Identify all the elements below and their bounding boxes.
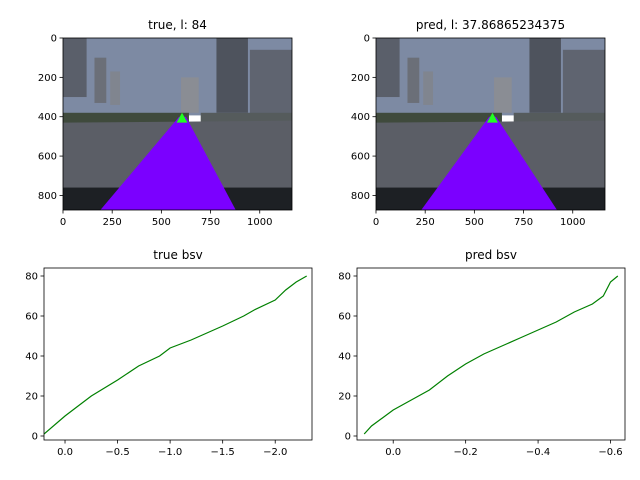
- y-tick-label: 80: [25, 272, 38, 283]
- building: [94, 57, 107, 103]
- series-line: [363, 275, 619, 435]
- y-tick-label: 0: [32, 432, 38, 443]
- x-tick-label: −0.4: [526, 447, 550, 458]
- lane-path: [421, 116, 557, 210]
- x-tick-label: −0.5: [105, 447, 129, 458]
- lane-tip: [486, 112, 498, 123]
- y-tick-label: 20: [25, 392, 38, 403]
- building: [249, 49, 292, 119]
- y-tick-label: 0: [345, 432, 351, 443]
- lane-tip: [176, 112, 188, 123]
- x-tick-label: −0.2: [454, 447, 478, 458]
- subplot-title: true, l: 84: [148, 18, 207, 32]
- camera-image: [63, 38, 292, 210]
- y-tick-label: 0: [364, 34, 370, 45]
- axes-frame: [43, 267, 313, 441]
- x-tick-label: 0.0: [57, 447, 73, 458]
- y-tick-label: 600: [351, 152, 370, 163]
- subplot-4: pred bsv 0.0 −0.2 −0.4 −0.6 0 20 40 60 80: [338, 248, 626, 458]
- x-tick-label: 250: [103, 217, 122, 228]
- axes-frame: [375, 37, 606, 211]
- series-line: [44, 275, 307, 435]
- building: [110, 71, 121, 105]
- y-tick-label: 0: [51, 34, 57, 45]
- x-tick-label: 500: [152, 217, 171, 228]
- building: [216, 38, 248, 113]
- y-tick-label: 80: [338, 272, 351, 283]
- y-tick-label: 800: [351, 191, 370, 202]
- x-tick-label: −2.0: [263, 447, 287, 458]
- x-tick-label: 0.0: [385, 447, 401, 458]
- y-tick-label: 400: [351, 112, 370, 123]
- building: [423, 71, 434, 105]
- building: [529, 38, 561, 113]
- y-tick-label: 600: [38, 152, 57, 163]
- y-tick-label: 200: [351, 73, 370, 84]
- lane-path: [100, 116, 236, 210]
- y-tick-label: 40: [338, 352, 351, 363]
- x-tick-label: 0: [60, 217, 66, 228]
- building: [376, 38, 400, 98]
- y-tick-label: 400: [38, 112, 57, 123]
- x-tick-label: −1.0: [158, 447, 182, 458]
- subplot-title: pred, l: 37.86865234375: [416, 18, 565, 32]
- building: [407, 57, 420, 103]
- x-tick-label: 750: [514, 217, 533, 228]
- x-tick-label: 0: [373, 217, 379, 228]
- subplot-1: true, l: 84 0 250 500 750 1000 0 200 400 600 800: [38, 18, 293, 228]
- x-tick-label: 1000: [560, 217, 585, 228]
- subplot-title: pred bsv: [465, 248, 517, 262]
- y-tick-label: 200: [38, 73, 57, 84]
- building: [63, 38, 87, 98]
- axes-frame: [356, 267, 626, 441]
- subplot-3: true bsv 0.0 −0.5 −1.0 −1.5 −2.0 0 20 40 60 80: [25, 248, 313, 458]
- x-tick-label: 250: [416, 217, 435, 228]
- y-tick-label: 800: [38, 191, 57, 202]
- subplot-title: true bsv: [153, 248, 202, 262]
- x-tick-label: 1000: [247, 217, 272, 228]
- building: [494, 77, 512, 113]
- subplot-2: pred, l: 37.86865234375 0 250 500 750 1000 0 20…: [351, 18, 606, 228]
- x-tick-label: −0.6: [598, 447, 622, 458]
- axes-frame: [62, 37, 293, 211]
- building: [181, 77, 199, 113]
- y-tick-label: 60: [25, 312, 38, 323]
- x-tick-label: 500: [465, 217, 484, 228]
- x-tick-label: 750: [201, 217, 220, 228]
- y-tick-label: 40: [25, 352, 38, 363]
- y-tick-label: 20: [338, 392, 351, 403]
- camera-image: [376, 38, 605, 210]
- x-tick-label: −1.5: [211, 447, 235, 458]
- y-tick-label: 60: [338, 312, 351, 323]
- building: [562, 49, 605, 119]
